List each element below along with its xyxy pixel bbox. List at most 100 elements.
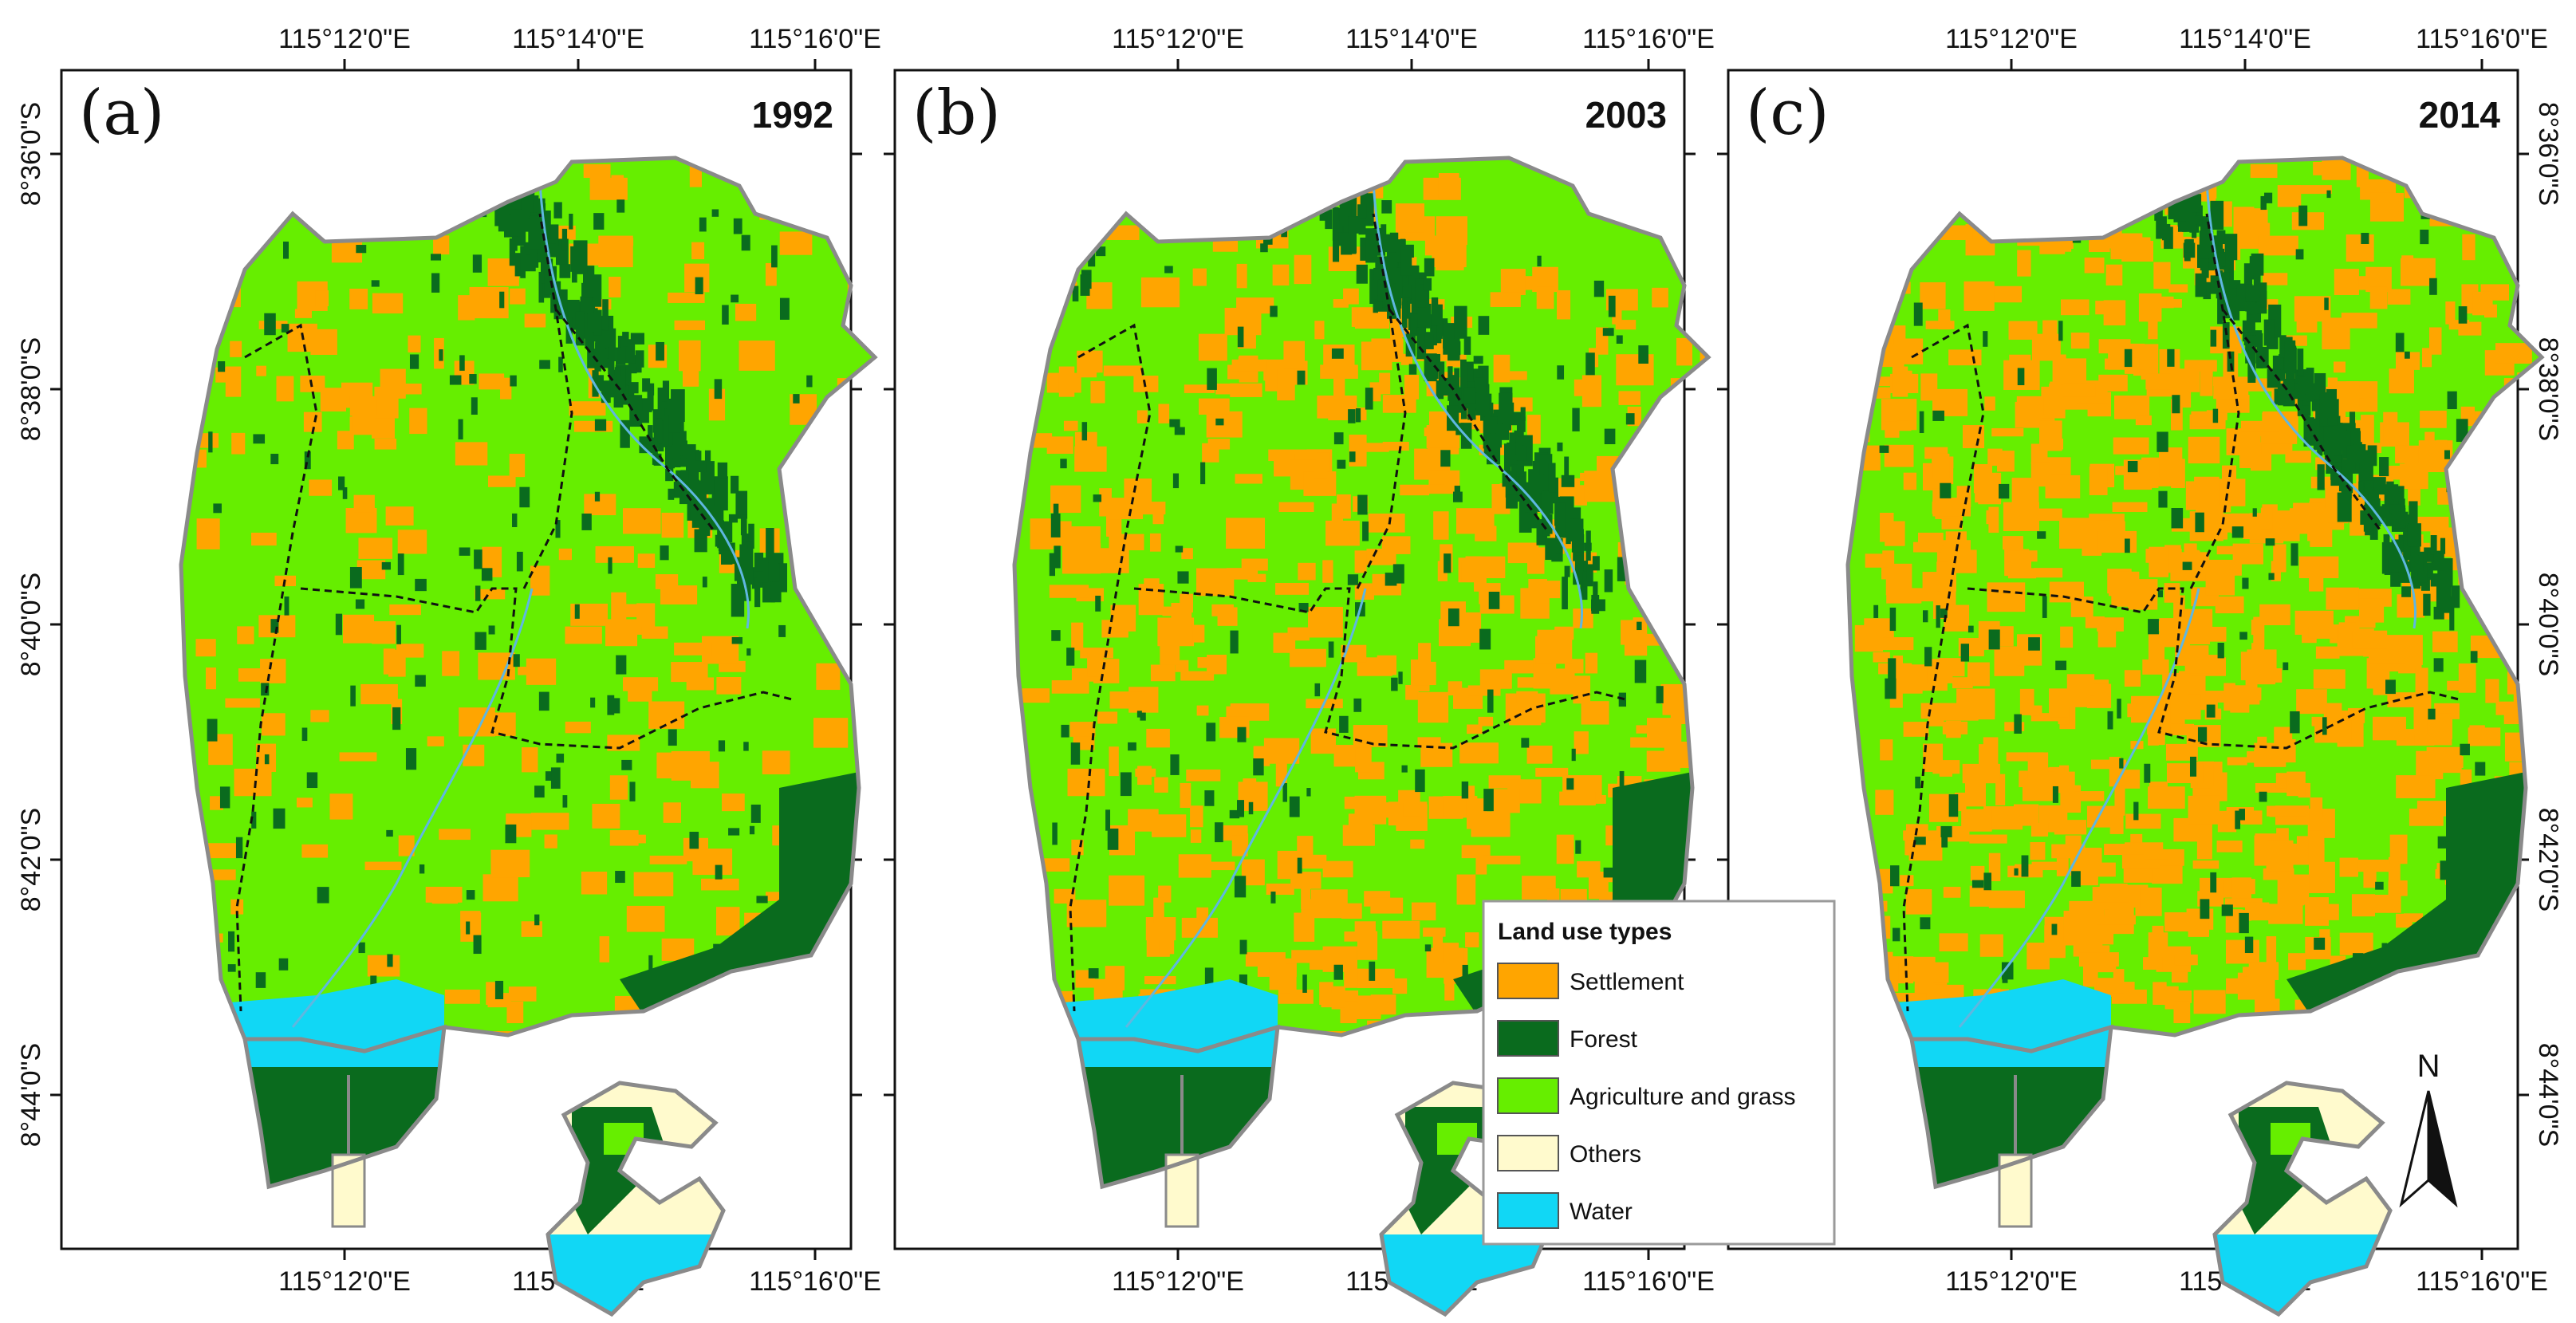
- forest-patch: [662, 388, 668, 402]
- forest-patch: [642, 378, 651, 392]
- forest-patch: [2458, 306, 2468, 324]
- settlement-patch: [1636, 725, 1652, 734]
- top-longitude-label: 115°16'0"E: [749, 24, 881, 54]
- forest-patch: [1537, 255, 1542, 267]
- settlement-patch: [2027, 752, 2049, 778]
- settlement-patch: [1144, 578, 1160, 589]
- forest-patch: [475, 632, 486, 650]
- forest-patch: [635, 350, 644, 368]
- forest-patch: [575, 311, 585, 346]
- settlement-patch: [339, 752, 377, 762]
- settlement-patch: [1630, 737, 1648, 748]
- settlement-patch: [2060, 358, 2086, 385]
- forest-patch: [590, 697, 596, 708]
- forest-patch: [1424, 258, 1435, 277]
- forest-patch: [1337, 220, 1342, 233]
- settlement-patch: [1646, 718, 1682, 748]
- settlement-patch: [1301, 886, 1311, 910]
- forest-patch: [2216, 252, 2226, 267]
- settlement-patch: [372, 293, 404, 314]
- forest-patch: [1297, 857, 1302, 874]
- forest-patch: [1401, 765, 1408, 773]
- forest-patch: [2350, 411, 2356, 426]
- settlement-patch: [1536, 286, 1554, 309]
- settlement-patch: [2213, 378, 2249, 400]
- settlement-patch: [1356, 443, 1389, 452]
- settlement-patch: [296, 797, 313, 808]
- settlement-patch: [1377, 655, 1397, 675]
- top-longitude-label: 115°12'0"E: [278, 24, 411, 54]
- forest-patch: [1983, 331, 1988, 347]
- forest-patch: [1463, 336, 1471, 355]
- settlement-patch: [1109, 875, 1145, 906]
- settlement-patch: [1423, 927, 1446, 937]
- settlement-patch: [2524, 505, 2542, 535]
- forest-patch: [2235, 810, 2241, 829]
- settlement-patch: [315, 290, 329, 306]
- forest-patch: [1545, 537, 1558, 561]
- forest-patch: [2002, 965, 2008, 983]
- forest-patch: [793, 394, 800, 404]
- forest-patch: [1328, 641, 1334, 658]
- settlement-patch: [526, 658, 557, 685]
- forest-patch: [1369, 269, 1377, 305]
- district-boundary: [1902, 213, 2463, 1012]
- forest-patch: [1298, 603, 1309, 612]
- forest-patch: [458, 419, 463, 440]
- settlement-patch: [2308, 861, 2335, 893]
- settlement-patch: [816, 663, 841, 691]
- forest-patch: [1418, 303, 1432, 329]
- forest-patch: [1448, 366, 1453, 401]
- settlement-patch: [674, 320, 706, 330]
- settlement-patch: [1704, 478, 1708, 498]
- island-water: [548, 1234, 723, 1314]
- forest-patch: [1999, 483, 2010, 499]
- forest-patch: [806, 375, 813, 388]
- bottom-longitude-label: 115°16'0"E: [1582, 1266, 1715, 1297]
- forest-patch: [1215, 418, 1224, 426]
- settlement-patch: [2063, 383, 2096, 397]
- settlement-patch: [439, 829, 471, 841]
- forest-patch: [2433, 658, 2444, 672]
- forest-patch: [1365, 388, 1373, 410]
- forest-patch: [1319, 207, 1329, 221]
- forest-patch: [2259, 791, 2267, 802]
- forest-patch: [2353, 444, 2366, 463]
- forest-patch: [1337, 459, 1346, 469]
- settlement-patch: [1077, 350, 1097, 378]
- forest-patch: [1105, 809, 1111, 831]
- forest-patch: [616, 199, 625, 213]
- settlement-patch: [2273, 544, 2286, 573]
- settlement-patch: [1461, 845, 1491, 859]
- legend-swatch-settlement: [1497, 963, 1559, 999]
- settlement-patch: [1196, 907, 1209, 933]
- forest-patch: [2210, 872, 2217, 893]
- settlement-patch: [2232, 543, 2263, 565]
- settlement-patch: [779, 231, 813, 255]
- top-longitude-label: 115°16'0"E: [1582, 24, 1715, 54]
- settlement-patch: [2388, 880, 2408, 896]
- forest-patch: [1164, 266, 1173, 274]
- settlement-patch: [1063, 420, 1078, 431]
- forest-patch: [1431, 297, 1439, 326]
- forest-patch: [594, 491, 601, 502]
- settlement-patch: [1932, 962, 1949, 983]
- settlement-patch: [2296, 689, 2327, 715]
- forest-patch: [283, 241, 290, 259]
- settlement-patch: [1988, 506, 1999, 534]
- forest-patch: [396, 624, 401, 644]
- forest-patch: [2242, 577, 2249, 589]
- forest-patch: [2317, 464, 2325, 490]
- settlement-patch: [595, 545, 634, 563]
- forest-patch: [2021, 855, 2029, 877]
- forest-patch: [1170, 754, 1180, 775]
- forest-patch: [1385, 573, 1397, 586]
- settlement-patch: [301, 844, 329, 858]
- forest-patch: [660, 545, 669, 561]
- forest-patch: [1169, 419, 1180, 427]
- settlement-patch: [2215, 596, 2244, 614]
- forest-patch: [1988, 629, 2000, 650]
- legend: Land use types Settlement Forest Agricultur…: [1482, 900, 1836, 1246]
- forest-patch: [371, 280, 380, 287]
- forest-patch: [1637, 621, 1642, 631]
